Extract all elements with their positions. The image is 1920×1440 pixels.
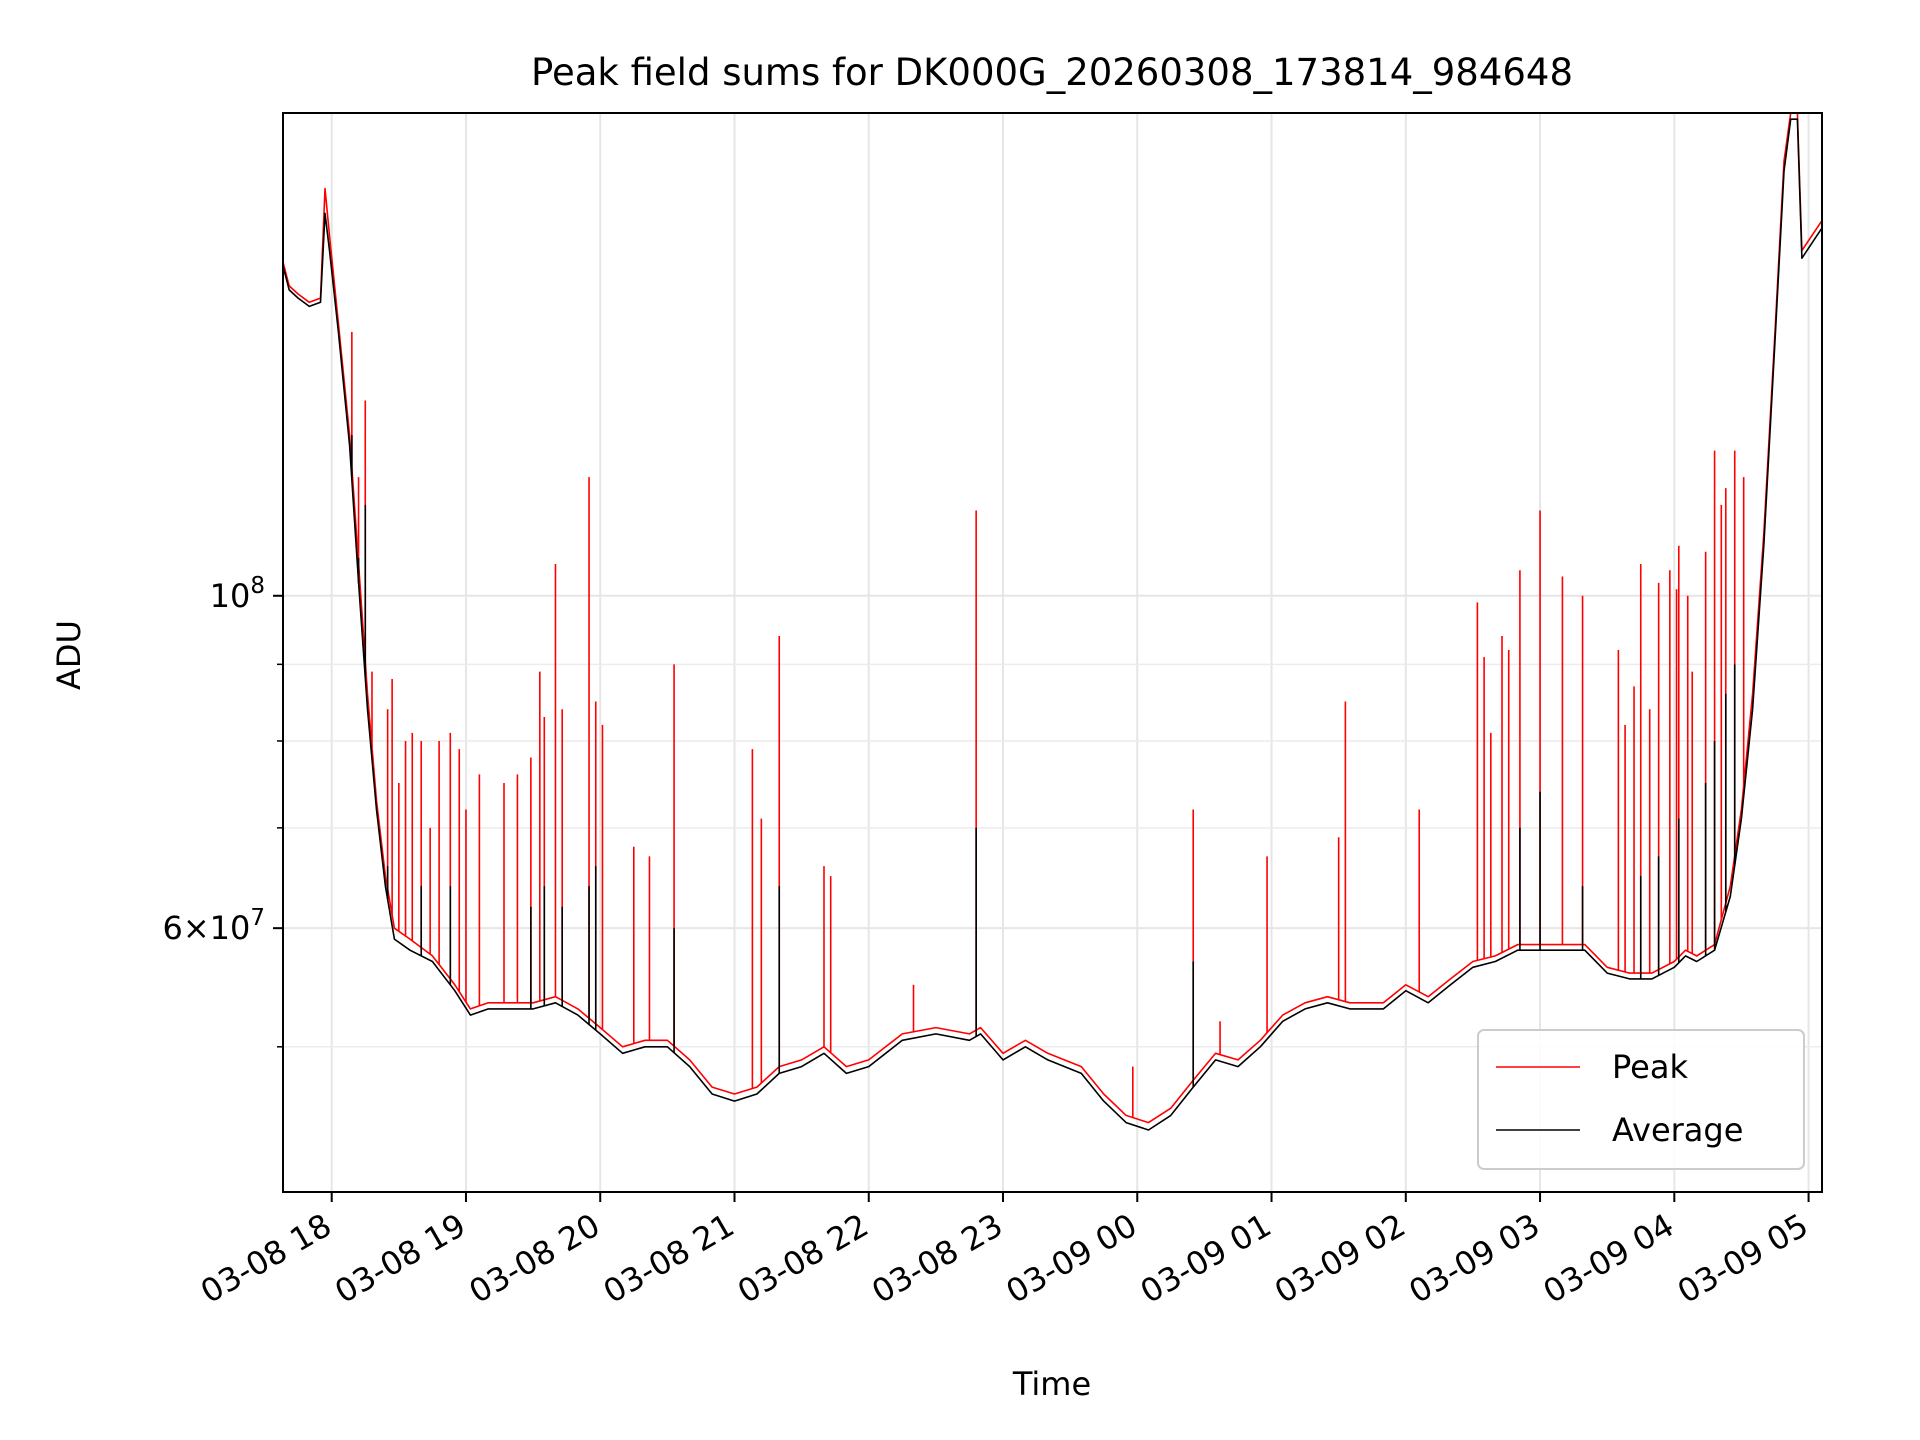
series-average xyxy=(283,118,1822,1131)
x-tick-label: 03-08 20 xyxy=(463,1206,607,1311)
y-tick-label: 6×107 xyxy=(162,905,265,947)
legend-box xyxy=(1477,1029,1805,1170)
x-tick-label: 03-09 05 xyxy=(1671,1206,1815,1311)
x-tick-label: 03-08 19 xyxy=(328,1206,472,1311)
x-tick-label: 03-09 03 xyxy=(1402,1206,1546,1311)
y-tick-label: 108 xyxy=(210,573,265,615)
x-tick-label: 03-08 22 xyxy=(731,1206,875,1311)
legend-label-average: Average xyxy=(1612,1111,1743,1149)
grid-lines xyxy=(283,113,1822,1192)
x-tick-label: 03-08 23 xyxy=(865,1206,1009,1311)
legend: Peak Average xyxy=(1477,1029,1805,1170)
x-tick-label: 03-09 04 xyxy=(1537,1206,1681,1311)
y-axis-label: ADU xyxy=(50,620,88,690)
plot-area xyxy=(283,113,1822,1131)
x-tick-label: 03-09 00 xyxy=(1000,1206,1144,1311)
series-line-peak xyxy=(283,113,1822,1124)
series-peak xyxy=(283,113,1822,1124)
plot-frame xyxy=(282,112,1823,1193)
x-tick-label: 03-09 02 xyxy=(1268,1206,1412,1311)
x-tick-label: 03-08 21 xyxy=(597,1206,741,1311)
x-axis-label: Time xyxy=(1012,1365,1091,1403)
legend-label-peak: Peak xyxy=(1612,1048,1688,1086)
x-tick-label: 03-09 01 xyxy=(1134,1206,1278,1311)
y-axis: 108 6×107 xyxy=(162,573,283,1048)
x-tick-label: 03-08 18 xyxy=(194,1206,338,1311)
chart-title: Peak field sums for DK000G_20260308_1738… xyxy=(531,51,1573,94)
series-line-average xyxy=(283,118,1822,1131)
